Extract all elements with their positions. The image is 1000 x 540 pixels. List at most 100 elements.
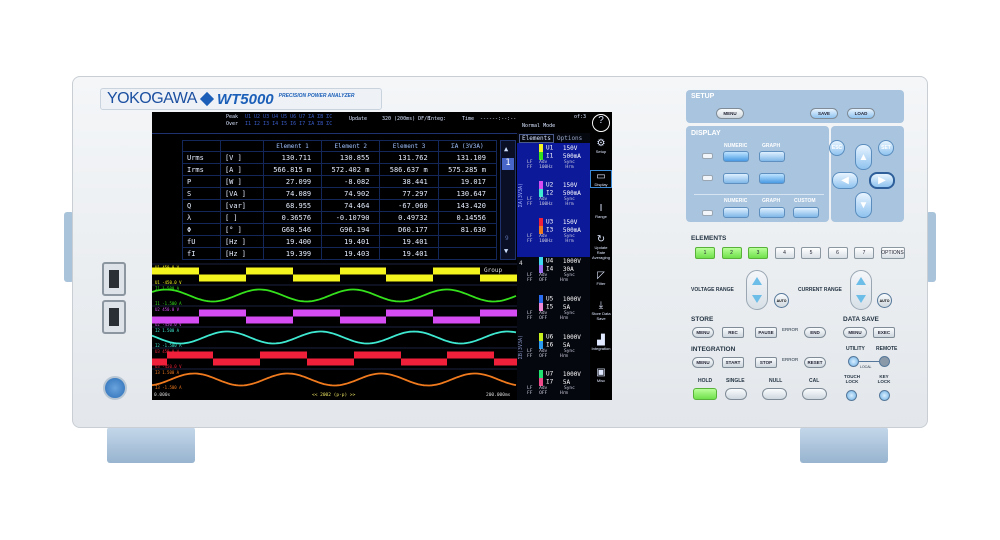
current-range-rocker[interactable] [850, 270, 872, 310]
voltage-auto-button[interactable]: AUTO [774, 293, 789, 308]
element-key-options[interactable]: OPTIONS [880, 247, 905, 259]
esc-button[interactable]: ESC [829, 140, 845, 156]
adv-label: Adv [539, 386, 548, 391]
load-button[interactable]: LOAD [847, 108, 875, 119]
tab-options[interactable]: Options [557, 135, 583, 142]
key-lock-button[interactable] [879, 390, 890, 401]
voltage-color-swatch [539, 181, 543, 189]
waveform-u3-segment [260, 351, 307, 359]
hrm-label: Hrm [565, 239, 574, 244]
voltage-up-icon[interactable] [752, 277, 762, 285]
numeric-button-3[interactable] [723, 207, 749, 218]
graph-button-1[interactable] [759, 151, 785, 162]
end-button[interactable]: END [804, 327, 826, 338]
current-up-icon[interactable] [856, 277, 866, 285]
waveform-u2-segment [246, 316, 293, 324]
save-button[interactable]: SAVE [810, 108, 838, 119]
null-button[interactable] [762, 388, 787, 400]
current-channel: I2 [546, 189, 554, 197]
element-item-3[interactable]: U3 150V I3 500mA LF Adv Sync FF 100Hz Hrm [517, 218, 590, 244]
set-button[interactable]: SET [878, 140, 894, 156]
menu-store-data-save[interactable]: ⤓ Store Data Save [590, 300, 612, 321]
element-item-6[interactable]: U6 1000V I6 5A LF Adv Sync FF OFF Hrm [517, 333, 590, 359]
quantity-unit: [Hz ] [219, 235, 264, 248]
element-key-6[interactable]: 6 [827, 247, 848, 259]
rec-button[interactable]: REC [722, 327, 744, 338]
element-item-2[interactable]: U2 150V I2 500mA LF Adv Sync FF 100Hz Hrm [517, 181, 590, 207]
integration-menu-button[interactable]: MENU [692, 357, 714, 368]
element-key-7[interactable]: 7 [854, 247, 874, 259]
element-key-3[interactable]: 3 [748, 247, 768, 259]
hold-button[interactable] [693, 388, 717, 400]
quantity-name: P [182, 175, 221, 188]
menu-help[interactable]: ? [592, 114, 610, 132]
store-error-label: ERROR [782, 327, 799, 332]
display-section [686, 126, 829, 222]
power-button[interactable] [103, 376, 127, 400]
header-divider [152, 133, 517, 134]
current-range: 5A [562, 341, 571, 349]
right-arrow-icon[interactable]: ▶ [869, 172, 895, 189]
element-item-1[interactable]: U1 150V I1 500mA LF Adv Sync FF 100Hz Hrm [517, 144, 590, 170]
menu-update-rate-averaging[interactable]: ↻ Update Rate Averaging [590, 234, 612, 260]
tab-elements[interactable]: Elements [519, 134, 554, 143]
filter-value: OFF [539, 391, 548, 396]
menu-misc[interactable]: ▣ Misc [590, 367, 612, 383]
element-key-5[interactable]: 5 [801, 247, 821, 259]
usb-port-2[interactable] [102, 300, 126, 334]
voltage-channel: U2 [546, 181, 554, 189]
utility-button[interactable] [848, 356, 859, 367]
data-save-menu-button[interactable]: MENU [843, 327, 867, 338]
element-key-1[interactable]: 1 [695, 247, 715, 259]
single-button[interactable] [725, 388, 747, 400]
setup-icon: ⚙ [596, 138, 606, 149]
graph-button-2[interactable] [759, 173, 785, 184]
custom-button[interactable] [793, 207, 819, 218]
numeric-button-2[interactable] [723, 173, 749, 184]
touch-lock-button[interactable] [846, 390, 857, 401]
voltage-range-label: VOLTAGE RANGE [691, 287, 734, 293]
usb-port-1[interactable] [102, 262, 126, 296]
touch-screen[interactable]: Peak Over U1 U2 U3 U4 U5 U6 U7 ΣA ΣB ΣC … [152, 112, 612, 400]
quantity-name: Urms [182, 151, 221, 164]
up-arrow-icon[interactable]: ▲ [855, 144, 872, 170]
voltage-color-swatch [539, 144, 543, 152]
menu-range[interactable]: I Range [590, 203, 612, 219]
stop-button[interactable]: STOP [755, 357, 777, 368]
value-cell: 19.399 [262, 247, 323, 260]
left-arrow-icon[interactable]: ◀ [832, 172, 858, 189]
waveform-u3-segment [401, 358, 447, 366]
page-scrollbar[interactable]: ▲ 1 9 ▼ [500, 140, 516, 260]
menu-integration[interactable]: ▟ Integration [590, 335, 612, 351]
pause-button[interactable]: PAUSE [755, 327, 777, 338]
start-button[interactable]: START [722, 357, 744, 368]
scroll-down-icon[interactable]: ▼ [504, 247, 509, 255]
menu-display[interactable]: ▭ Display [590, 170, 612, 188]
left-foot [107, 427, 195, 463]
graph-button-3[interactable] [759, 207, 785, 218]
element-item-5[interactable]: U5 1000V I5 5A LF Adv Sync FF OFF Hrm [517, 295, 590, 321]
trace-bottom-label: I1 -1.500 A [155, 301, 182, 306]
cal-button[interactable] [802, 388, 827, 400]
numeric-button-1[interactable] [723, 151, 749, 162]
reset-button[interactable]: RESET [804, 357, 826, 368]
current-down-icon[interactable] [856, 295, 866, 303]
store-menu-button[interactable]: MENU [692, 327, 714, 338]
menu-setup[interactable]: ⚙ Setup [590, 138, 612, 154]
down-arrow-icon[interactable]: ▼ [855, 192, 872, 218]
current-auto-button[interactable]: AUTO [877, 293, 892, 308]
menu-filter[interactable]: ◸ Filter [590, 270, 612, 286]
element-key-2[interactable]: 2 [721, 247, 742, 259]
voltage-down-icon[interactable] [752, 295, 762, 303]
waveform-u1-segment [293, 274, 340, 282]
element-key-4[interactable]: 4 [774, 247, 795, 259]
value-cell: 81.630 [437, 223, 498, 236]
exec-button[interactable]: EXEC [873, 327, 895, 338]
element-item-4[interactable]: U4 1000V I4 30A LF Adv Sync FF OFF Hrm [517, 257, 590, 283]
waveform-display[interactable]: U1 450.0 V U1 -450.0 VI1 1.500 A I1 -1.500… [152, 262, 517, 400]
setup-menu-button[interactable]: MENU [716, 108, 744, 119]
element-item-7[interactable]: U7 1000V I7 5A LF Adv Sync FF OFF Hrm [517, 370, 590, 396]
voltage-range-rocker[interactable] [746, 270, 768, 310]
value-cell: 0.36576 [262, 211, 323, 224]
scroll-up-icon[interactable]: ▲ [504, 145, 509, 153]
